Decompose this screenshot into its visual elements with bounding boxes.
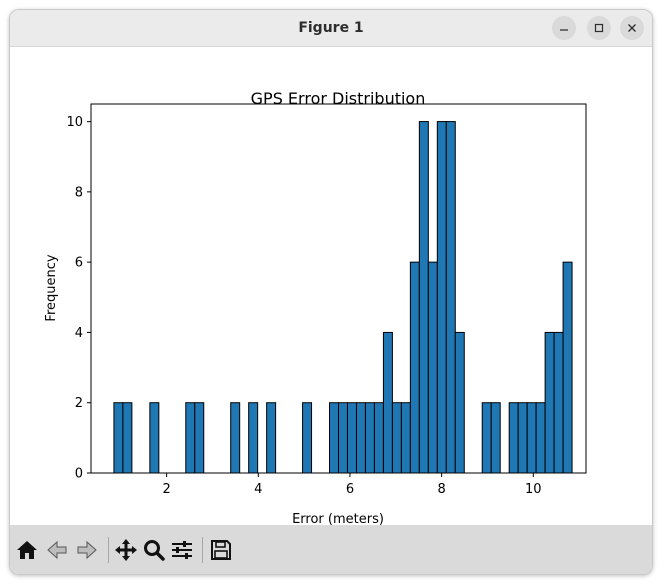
x-tick-label: 10 [525,482,542,497]
x-axis-label: Error (meters) [292,512,384,525]
histogram-bar [248,402,259,474]
histogram-bar [436,121,447,474]
home-button[interactable] [14,537,40,563]
bars-group [113,121,573,474]
histogram-bar [194,402,205,474]
histogram-bar [445,121,456,474]
histogram-bar [149,402,160,474]
histogram-bar [122,402,133,474]
histogram-bar [526,402,537,474]
y-tick-label: 10 [66,115,83,130]
x-tick-label: 2 [162,482,170,497]
zoom-button[interactable] [141,537,167,563]
title-bar[interactable]: Figure 1 [10,10,652,47]
histogram-bar [302,402,313,474]
histogram-bar [517,402,528,474]
maximize-icon [594,23,604,33]
toolbar-separator [202,537,203,563]
histogram-bar [185,402,196,474]
histogram-bar [409,261,420,474]
save-icon [211,540,231,560]
figure-window: Figure 1 GPS Error Distribution 2 4 6 8 10 0… [9,9,653,575]
histogram-bar [544,331,555,474]
histogram-bar [346,402,357,474]
chart-title: GPS Error Distribution [251,89,426,108]
y-axis-ticks: 0 2 4 6 8 10 [66,115,91,482]
x-tick-label: 4 [254,482,262,497]
toolbar-separator [108,537,109,563]
histogram-bar [382,331,393,474]
histogram-bar [400,402,411,474]
histogram-bar [418,121,429,474]
histogram-chart: GPS Error Distribution 2 4 6 8 10 0 2 4 6 8 10 Er… [44,89,587,527]
y-tick-label: 2 [75,396,83,411]
histogram-bar [553,331,564,474]
x-tick-label: 8 [437,482,445,497]
navigation-toolbar [10,525,652,574]
home-icon [17,541,37,559]
maximize-button[interactable] [587,16,611,40]
histogram-bar [454,331,465,474]
configure-subplots-icon [172,541,192,559]
minimize-icon [560,29,568,31]
histogram-bar [490,402,501,474]
y-tick-label: 8 [75,185,83,200]
back-button[interactable] [44,537,70,563]
configure-subplots-button[interactable] [169,537,195,563]
histogram-bar [373,402,384,474]
close-button[interactable] [620,16,644,40]
y-tick-label: 6 [75,256,83,271]
y-tick-label: 0 [75,467,83,482]
y-tick-label: 4 [75,326,83,341]
histogram-bar [329,402,339,474]
histogram-bar [113,402,124,474]
histogram-bar [508,402,519,474]
forward-button[interactable] [74,537,100,563]
x-tick-label: 6 [346,482,354,497]
minimize-button[interactable] [552,16,576,40]
histogram-bar [535,402,546,474]
histogram-bar [266,402,277,474]
window-title: Figure 1 [298,20,364,36]
histogram-bar [391,402,402,474]
x-axis-ticks: 2 4 6 8 10 [162,473,542,497]
histogram-bar [562,261,573,474]
forward-icon [77,540,97,560]
back-icon [47,540,67,560]
histogram-bar [338,402,348,474]
histogram-bar [427,261,438,474]
zoom-icon [144,540,165,561]
histogram-bar [481,402,492,474]
pan-button[interactable] [113,537,139,563]
pan-icon [115,539,137,561]
save-button[interactable] [208,537,234,563]
y-axis-label: Frequency [44,254,59,321]
plot-area-frame [90,103,587,474]
close-icon [628,24,636,32]
histogram-bar [355,402,366,474]
figure-canvas: GPS Error Distribution 2 4 6 8 10 0 2 4 6 8 10 Er… [10,47,652,527]
histogram-bar [364,402,375,474]
histogram-bar [230,402,241,474]
